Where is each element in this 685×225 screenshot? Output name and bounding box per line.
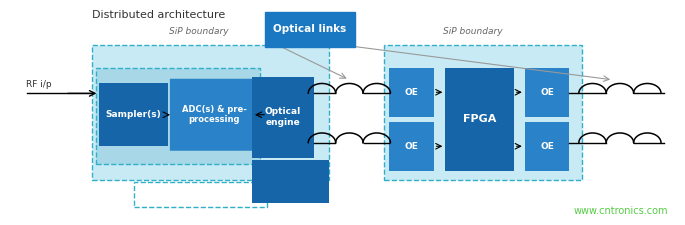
Text: OE: OE <box>540 88 554 97</box>
FancyBboxPatch shape <box>525 122 569 171</box>
Polygon shape <box>170 79 267 151</box>
FancyBboxPatch shape <box>92 45 329 180</box>
Text: RF i/p: RF i/p <box>26 80 51 89</box>
FancyBboxPatch shape <box>252 160 329 202</box>
FancyBboxPatch shape <box>389 68 434 117</box>
Text: OE: OE <box>540 142 554 151</box>
FancyBboxPatch shape <box>525 68 569 117</box>
Text: ADC(s) & pre-
processing: ADC(s) & pre- processing <box>182 105 247 124</box>
FancyBboxPatch shape <box>384 45 582 180</box>
Text: Distributed architecture: Distributed architecture <box>92 10 226 20</box>
FancyBboxPatch shape <box>96 68 260 164</box>
Text: SiP boundary: SiP boundary <box>169 27 229 36</box>
Text: OE: OE <box>404 88 419 97</box>
Text: OE: OE <box>404 142 419 151</box>
Text: Sampler(s): Sampler(s) <box>105 110 162 119</box>
FancyBboxPatch shape <box>445 68 514 171</box>
FancyBboxPatch shape <box>252 76 314 158</box>
Text: FPGA: FPGA <box>463 114 496 124</box>
FancyBboxPatch shape <box>99 83 168 146</box>
Text: SiP boundary: SiP boundary <box>443 27 503 36</box>
Text: Optical links: Optical links <box>273 24 347 34</box>
FancyBboxPatch shape <box>389 122 434 171</box>
Text: Optical
engine: Optical engine <box>265 107 301 127</box>
FancyBboxPatch shape <box>265 12 355 47</box>
Text: www.cntronics.com: www.cntronics.com <box>573 206 668 216</box>
